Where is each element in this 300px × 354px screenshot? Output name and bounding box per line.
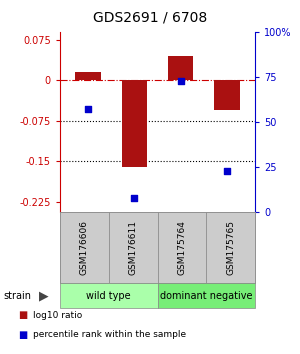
Bar — [60, 212, 109, 283]
Bar — [75, 72, 100, 80]
Text: ▶: ▶ — [39, 289, 49, 302]
Text: GDS2691 / 6708: GDS2691 / 6708 — [93, 11, 207, 25]
Point — [85, 107, 90, 112]
Text: ■: ■ — [18, 310, 27, 320]
Bar — [168, 56, 194, 80]
Point — [225, 168, 230, 174]
Text: ■: ■ — [18, 330, 27, 339]
Bar — [60, 283, 158, 308]
Text: dominant negative: dominant negative — [160, 291, 253, 301]
Bar — [158, 212, 206, 283]
Text: GSM176611: GSM176611 — [129, 220, 138, 275]
Bar — [214, 80, 240, 110]
Text: GSM176606: GSM176606 — [80, 220, 89, 275]
Text: GSM175764: GSM175764 — [177, 220, 186, 275]
Point — [178, 78, 183, 84]
Text: strain: strain — [3, 291, 31, 301]
Point — [132, 195, 137, 201]
Text: percentile rank within the sample: percentile rank within the sample — [33, 330, 186, 339]
Bar — [122, 80, 147, 167]
Text: GSM175765: GSM175765 — [226, 220, 235, 275]
Bar — [109, 212, 158, 283]
Text: wild type: wild type — [86, 291, 131, 301]
Bar — [206, 212, 255, 283]
Text: log10 ratio: log10 ratio — [33, 310, 82, 320]
Bar — [158, 283, 255, 308]
